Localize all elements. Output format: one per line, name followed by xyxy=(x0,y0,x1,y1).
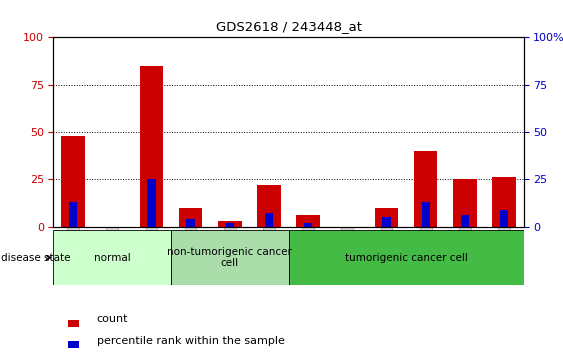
Text: tumorigenic cancer cell: tumorigenic cancer cell xyxy=(345,252,467,263)
Text: non-tumorigenic cancer
cell: non-tumorigenic cancer cell xyxy=(167,247,292,268)
Bar xyxy=(218,221,242,227)
Bar xyxy=(61,136,85,227)
Bar xyxy=(148,179,155,227)
Bar xyxy=(68,320,79,327)
Bar xyxy=(53,230,171,285)
Bar xyxy=(500,210,508,227)
Bar xyxy=(453,179,476,227)
Text: disease state: disease state xyxy=(1,252,70,263)
Bar xyxy=(492,177,516,227)
Bar xyxy=(304,223,312,227)
Bar xyxy=(265,213,273,227)
Bar xyxy=(140,65,163,227)
Bar xyxy=(382,217,391,227)
Bar xyxy=(296,215,320,227)
Text: percentile rank within the sample: percentile rank within the sample xyxy=(97,336,285,346)
Bar xyxy=(69,202,77,227)
Bar xyxy=(414,151,437,227)
Bar xyxy=(179,207,202,227)
Bar xyxy=(422,202,430,227)
Bar xyxy=(186,219,195,227)
Text: count: count xyxy=(97,314,128,325)
Title: GDS2618 / 243448_at: GDS2618 / 243448_at xyxy=(216,20,361,33)
Bar xyxy=(461,215,469,227)
Text: normal: normal xyxy=(94,252,131,263)
Bar xyxy=(257,185,281,227)
Bar xyxy=(68,341,79,348)
Bar xyxy=(375,207,398,227)
Bar xyxy=(171,230,288,285)
Bar xyxy=(226,223,234,227)
Bar xyxy=(288,230,524,285)
